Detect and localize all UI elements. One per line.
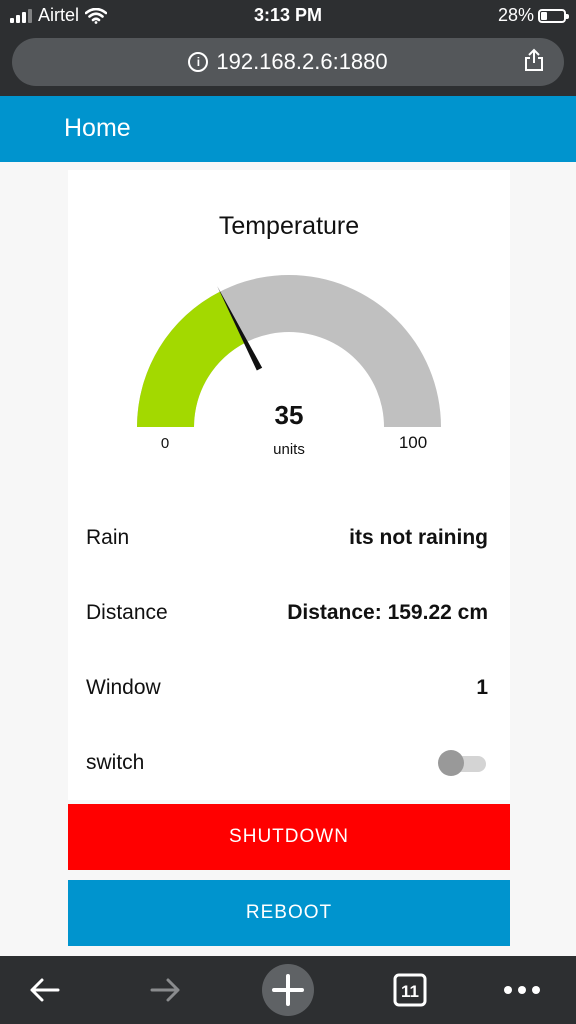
url-text[interactable]: 192.168.2.6:1880 (216, 49, 388, 74)
more-dots-icon[interactable] (502, 972, 542, 1008)
browser-chrome: i 192.168.2.6:1880 (0, 30, 576, 96)
temperature-gauge: 35 units 0 100 (137, 275, 441, 458)
switch-row: switch (86, 743, 488, 783)
distance-label: Distance (86, 601, 168, 624)
share-icon[interactable] (522, 48, 546, 72)
forward-button[interactable] (138, 964, 194, 1016)
browser-toolbar: 11 (0, 956, 576, 1024)
new-tab-button[interactable] (260, 964, 316, 1016)
more-button[interactable] (494, 964, 550, 1016)
dashboard-card: Temperature 35 units 0 100 Rain its not … (68, 170, 510, 800)
rain-row: Rain its not raining (86, 518, 488, 558)
tabs-button[interactable]: 11 (382, 964, 438, 1016)
battery-level (541, 11, 547, 20)
carrier-group: Airtel (10, 5, 108, 26)
signal-icon (10, 8, 32, 23)
tab-count: 11 (401, 982, 419, 1001)
gauge-needle (217, 286, 263, 371)
gauge-min-label: 0 (161, 435, 169, 452)
wifi-icon (85, 7, 108, 24)
clock: 3:13 PM (253, 5, 323, 25)
gauge-title: Temperature (218, 212, 360, 240)
switch-toggle[interactable] (438, 750, 488, 776)
back-arrow-icon[interactable] (26, 972, 62, 1008)
tabs-icon[interactable]: 11 (392, 972, 428, 1008)
distance-row: Distance Distance: 159.22 cm (86, 593, 488, 633)
app-header: Home (0, 96, 576, 162)
battery-group: 28% (497, 5, 569, 26)
battery-icon (538, 8, 569, 23)
window-label: Window (86, 676, 161, 699)
window-value: 1 (476, 676, 488, 699)
address-bar[interactable]: i 192.168.2.6:1880 (12, 38, 564, 86)
distance-value: Distance: 159.22 cm (287, 601, 488, 624)
reboot-button[interactable]: REBOOT (68, 880, 510, 946)
rain-label: Rain (86, 526, 130, 549)
forward-arrow-icon[interactable] (148, 972, 184, 1008)
battery-percent: 28% (497, 5, 534, 25)
gauge-max-label: 100 (399, 433, 427, 452)
switch-label: switch (86, 751, 145, 774)
status-bar: Airtel 3:13 PM 28% (0, 0, 576, 30)
back-button[interactable] (16, 964, 72, 1016)
gauge-value: 35 (275, 400, 304, 430)
shutdown-button[interactable]: SHUTDOWN (68, 804, 510, 870)
info-icon[interactable]: i (188, 52, 209, 72)
switch-knob[interactable] (438, 750, 464, 776)
gauge-fill (137, 291, 246, 427)
gauge-units: units (273, 441, 305, 458)
rain-value: its not raining (349, 526, 488, 549)
window-row: Window 1 (86, 668, 488, 708)
new-tab-plus-icon[interactable] (261, 963, 315, 1017)
carrier-name: Airtel (38, 5, 80, 25)
page-title: Home (64, 114, 131, 142)
